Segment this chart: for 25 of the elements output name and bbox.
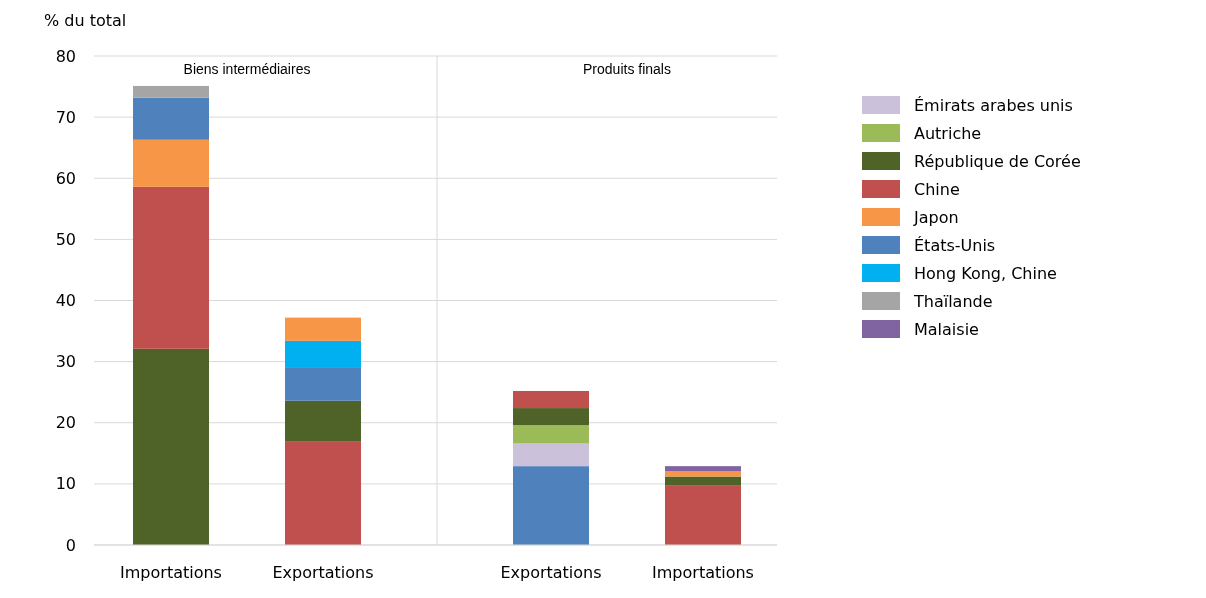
legend-label: Autriche <box>914 123 982 143</box>
legend-label: Malaisie <box>914 319 979 339</box>
y-tick-label: 70 <box>55 107 76 127</box>
x-tick-label: Importations <box>120 563 222 582</box>
y-tick-label: 10 <box>55 474 76 494</box>
y-tick-label: 0 <box>65 535 76 555</box>
legend-label: Émirats arabes unis <box>914 95 1073 115</box>
y-tick-label: 50 <box>55 229 76 249</box>
y-tick-label: 60 <box>55 168 76 188</box>
x-tick-label: Exportations <box>272 563 374 582</box>
x-tick-label: Importations <box>652 563 754 582</box>
legend-label: Japon <box>913 207 959 227</box>
legend-label: Thaïlande <box>913 291 993 311</box>
y-tick-label: 20 <box>55 413 76 433</box>
y-tick-label: 30 <box>55 352 76 372</box>
legend-label: Chine <box>914 179 960 199</box>
annotation: Produits finals <box>583 61 671 77</box>
y-axis-title: % du total <box>44 11 127 30</box>
legend-label: République de Corée <box>914 151 1081 171</box>
legend-label: États-Unis <box>914 235 996 255</box>
y-tick-label: 40 <box>55 291 76 311</box>
legend-label: Hong Kong, Chine <box>914 263 1057 283</box>
y-tick-label: 80 <box>55 46 76 66</box>
annotation: Biens intermédiaires <box>183 61 311 77</box>
x-tick-label: Exportations <box>500 563 602 582</box>
